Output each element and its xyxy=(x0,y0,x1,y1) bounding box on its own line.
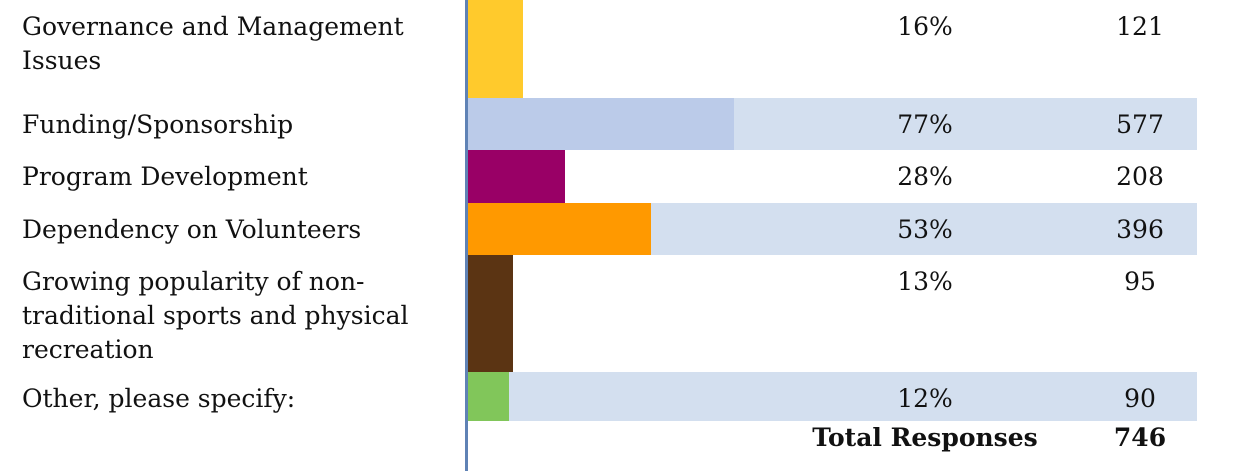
count-label: 208 xyxy=(1116,162,1164,191)
total-responses-value: 746 xyxy=(1113,423,1167,452)
category-label: Funding/Sponsorship xyxy=(22,110,294,139)
count-label: 396 xyxy=(1116,215,1164,244)
bar xyxy=(468,255,513,372)
category-label: Program Development xyxy=(22,162,308,191)
category-label: Governance and Management Issues xyxy=(22,12,404,75)
bar-row: Program Development 28% 208 xyxy=(0,150,1244,203)
count-label: 121 xyxy=(1116,12,1164,41)
percent-label: 77% xyxy=(897,110,953,139)
percent-label: 16% xyxy=(897,12,953,41)
count-label: 90 xyxy=(1124,384,1156,413)
total-responses-label: Total Responses xyxy=(812,423,1038,452)
category-label: Other, please specify: xyxy=(22,384,296,413)
bar-row: Funding/Sponsorship 77% 577 xyxy=(0,98,1244,150)
bar xyxy=(468,98,734,150)
bar-row: Dependency on Volunteers 53% 396 xyxy=(0,203,1244,255)
percent-label: 13% xyxy=(897,267,953,296)
row-stripe xyxy=(468,372,1197,421)
bar xyxy=(468,150,565,203)
bar xyxy=(468,372,509,421)
bar-row: Other, please specify: 12% 90 xyxy=(0,372,1244,421)
percent-label: 53% xyxy=(897,215,953,244)
percent-label: 12% xyxy=(897,384,953,413)
axis-divider xyxy=(465,0,468,471)
bar xyxy=(468,203,651,255)
category-label: Growing popularity of non- traditional s… xyxy=(22,267,409,364)
bar-row: Growing popularity of non- traditional s… xyxy=(0,255,1244,372)
bar xyxy=(468,0,523,98)
count-label: 577 xyxy=(1116,110,1164,139)
count-label: 95 xyxy=(1124,267,1156,296)
category-label: Dependency on Volunteers xyxy=(22,215,362,244)
percent-label: 28% xyxy=(897,162,953,191)
bar-row: Governance and Management Issues 16% 121 xyxy=(0,0,1244,98)
